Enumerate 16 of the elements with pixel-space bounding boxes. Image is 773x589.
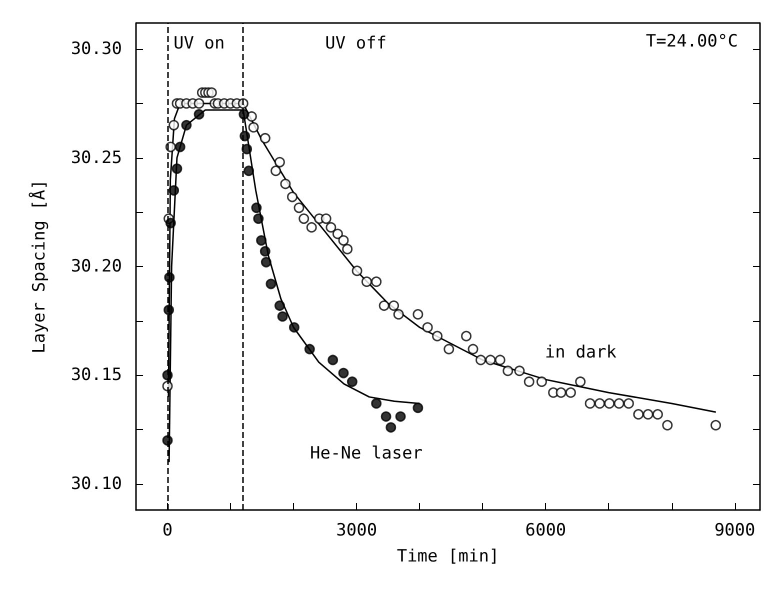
- y-tick-label: 30.30: [70, 39, 122, 60]
- y-tick-label: 30.25: [70, 148, 122, 168]
- annotation: UV off: [325, 34, 387, 54]
- x-tick-label: 3000: [336, 520, 378, 540]
- x-tick-label: 9000: [714, 520, 756, 540]
- x-axis-title: Time [min]: [396, 546, 500, 566]
- y-tick-label: 30.10: [70, 474, 122, 494]
- series-label: in dark: [544, 342, 617, 363]
- y-axis-title: Layer Spacing [Å]: [28, 180, 50, 354]
- x-tick-label: 0: [162, 520, 173, 540]
- y-tick-label: 30.15: [70, 365, 122, 386]
- annotation: UV on: [174, 34, 225, 54]
- annotation: T=24.00°C: [646, 32, 738, 52]
- y-tick-label: 30.20: [70, 256, 122, 276]
- x-tick-label: 6000: [525, 520, 566, 540]
- series-label: He-Ne laser: [310, 443, 423, 464]
